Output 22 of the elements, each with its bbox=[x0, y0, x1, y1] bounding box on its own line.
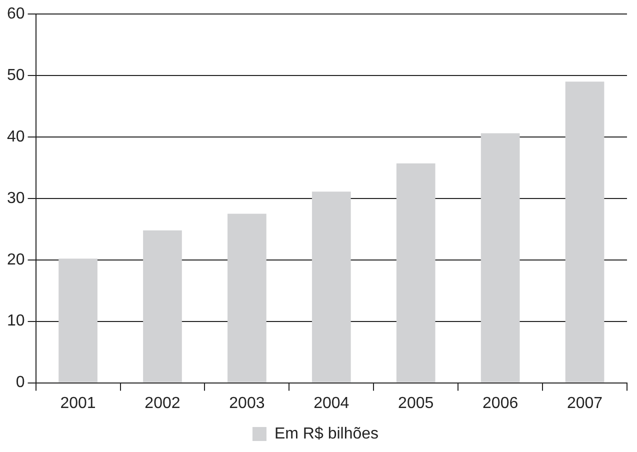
bar bbox=[228, 214, 266, 382]
y-tick-label: 0 bbox=[16, 374, 25, 392]
x-tick-label: 2003 bbox=[229, 394, 265, 412]
x-tick-label: 2006 bbox=[482, 394, 518, 412]
y-tick-label: 10 bbox=[7, 312, 25, 330]
bar bbox=[143, 230, 182, 382]
x-tick-label: 2004 bbox=[314, 394, 350, 412]
y-tick-label: 20 bbox=[7, 251, 25, 268]
legend-label: Em R$ bilhões bbox=[274, 425, 379, 442]
bar bbox=[58, 258, 98, 382]
x-tick-label: 2007 bbox=[566, 394, 603, 412]
bar bbox=[480, 133, 520, 382]
bar bbox=[396, 163, 436, 382]
y-tick-label: 50 bbox=[7, 66, 25, 84]
x-tick-label: 2002 bbox=[144, 394, 180, 412]
x-tick-label: 2001 bbox=[60, 394, 96, 412]
x-tick-label: 2005 bbox=[398, 394, 434, 412]
bar bbox=[312, 192, 351, 382]
y-tick-label: 30 bbox=[7, 190, 25, 207]
bar bbox=[565, 82, 604, 382]
y-tick-label: 60 bbox=[7, 5, 25, 22]
y-tick-label: 40 bbox=[7, 128, 25, 146]
